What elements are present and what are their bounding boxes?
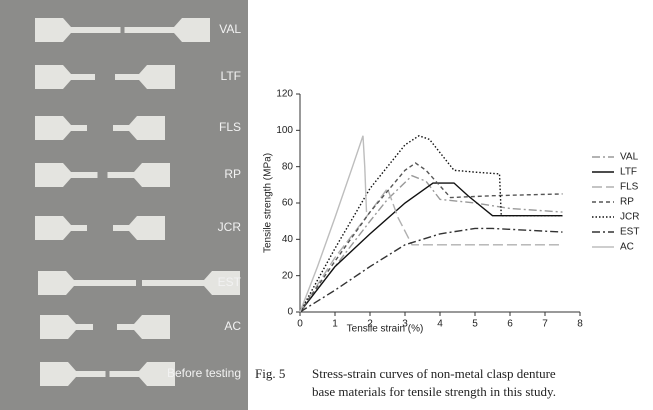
specimen	[38, 271, 240, 295]
chart: Tensile strain (%) Tensile strength (MPa…	[263, 89, 640, 335]
specimen-label: VAL	[219, 22, 241, 36]
x-tick-label: 7	[542, 319, 548, 330]
caption-line: base materials for tensile strength in t…	[312, 384, 556, 399]
x-tick-label: 5	[472, 319, 478, 330]
x-tick-label: 8	[577, 319, 583, 330]
y-tick-label: 60	[282, 198, 294, 209]
specimen-label: AC	[224, 319, 241, 333]
x-tick-label: 2	[367, 319, 373, 330]
specimen	[40, 362, 175, 386]
specimen-label: Before testing	[167, 366, 241, 380]
x-tick-label: 6	[507, 319, 513, 330]
x-tick-label: 3	[402, 319, 408, 330]
data-line	[299, 135, 563, 313]
specimen	[35, 163, 170, 187]
y-tick-label: 80	[282, 161, 294, 172]
legend-label: EST	[620, 227, 639, 238]
specimen-label: FLS	[219, 120, 241, 134]
data-line	[299, 162, 563, 313]
photo-background	[0, 0, 248, 410]
y-tick-label: 120	[276, 89, 293, 100]
specimen	[35, 18, 210, 42]
data-line	[299, 174, 563, 313]
specimen-label: RP	[224, 167, 241, 181]
y-tick-label: 20	[282, 270, 294, 281]
x-tick-label: 1	[332, 319, 338, 330]
specimen	[35, 116, 165, 140]
legend-label: LTF	[620, 167, 637, 178]
specimen-label: LTF	[221, 69, 241, 83]
legend-label: JCR	[620, 212, 639, 223]
y-tick-label: 0	[287, 307, 293, 318]
legend-label: VAL	[620, 152, 639, 163]
x-tick-label: 0	[297, 319, 303, 330]
caption-line: Stress-strain curves of non-metal clasp …	[312, 366, 556, 381]
specimen-label: JCR	[218, 220, 242, 234]
x-axis-label: Tensile strain (%)	[347, 324, 424, 335]
y-tick-label: 100	[276, 125, 293, 136]
specimen	[40, 315, 170, 339]
specimen	[35, 216, 165, 240]
data-line	[299, 182, 563, 313]
specimen	[35, 65, 175, 89]
legend-label: AC	[620, 242, 634, 253]
x-tick-label: 4	[437, 319, 443, 330]
photo: VAL LTF FLS RP JCR EST AC Before testing	[35, 18, 242, 386]
legend-label: RP	[620, 197, 634, 208]
data-line	[299, 227, 563, 313]
specimen-label: EST	[218, 275, 242, 289]
legend-label: FLS	[620, 182, 639, 193]
caption-label: Fig. 5	[255, 366, 285, 381]
y-axis-label: Tensile strength (MPa)	[263, 153, 274, 253]
data-line	[299, 135, 368, 313]
data-line	[299, 187, 563, 313]
y-tick-label: 40	[282, 234, 294, 245]
